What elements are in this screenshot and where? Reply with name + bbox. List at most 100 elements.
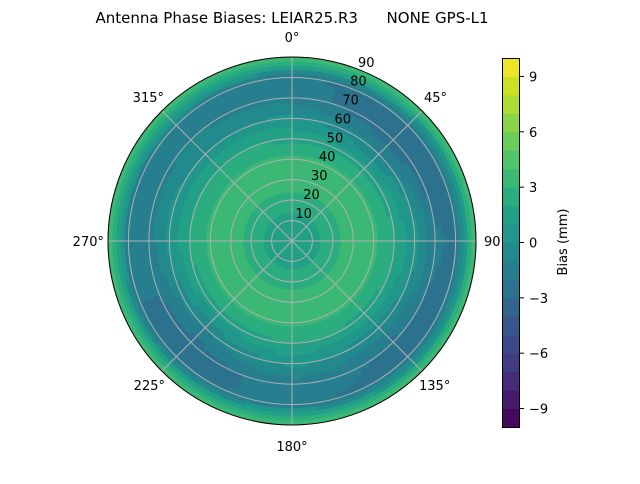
contour-cell bbox=[223, 243, 227, 248]
colorbar-segment bbox=[502, 132, 520, 151]
colorbar-segment bbox=[502, 261, 520, 280]
colorbar-tick-label: 6 bbox=[529, 126, 537, 141]
radial-tick-label: 50 bbox=[327, 131, 344, 146]
contour-cell bbox=[291, 335, 298, 339]
contour-cell bbox=[291, 367, 301, 371]
angle-label-135: 135° bbox=[419, 379, 450, 394]
contour-cell bbox=[281, 388, 292, 393]
contour-cell bbox=[285, 143, 292, 147]
contour-cell bbox=[291, 388, 302, 392]
angle-label-270: 270° bbox=[73, 235, 104, 250]
contour-cell bbox=[282, 376, 292, 380]
contour-cell bbox=[283, 106, 293, 110]
colorbar-segment bbox=[502, 206, 520, 225]
contour-cell bbox=[365, 233, 369, 239]
contour-cell bbox=[292, 147, 299, 151]
colorbar-segment bbox=[502, 243, 520, 262]
contour-cell bbox=[282, 102, 292, 106]
contour-cell bbox=[291, 355, 300, 359]
contour-cell bbox=[280, 69, 293, 73]
contour-cell bbox=[280, 392, 292, 397]
contour-cell bbox=[291, 392, 303, 396]
contour-cell bbox=[285, 147, 292, 151]
colorbar-segment bbox=[502, 169, 520, 188]
contour-cell bbox=[292, 327, 299, 331]
colorbar-tick-label: −6 bbox=[529, 347, 548, 362]
contour-cell bbox=[361, 233, 365, 239]
contour-cell bbox=[284, 347, 292, 351]
contour-cell bbox=[281, 90, 292, 94]
colorbar-segment bbox=[502, 76, 520, 95]
colorbar-tick-label: −9 bbox=[529, 403, 548, 418]
polar-grid bbox=[108, 57, 476, 425]
colorbar-label: Bias (mm) bbox=[556, 209, 571, 276]
contour-cell bbox=[282, 371, 292, 375]
contour-cell bbox=[291, 376, 301, 380]
radial-tick-label: 90 bbox=[358, 56, 375, 71]
contour-cell bbox=[214, 243, 218, 249]
contour-cell bbox=[284, 131, 292, 135]
radial-tick-label: 30 bbox=[311, 169, 328, 184]
contour-cell bbox=[292, 86, 304, 91]
colorbar-tick-label: −3 bbox=[529, 292, 548, 307]
contour-cell bbox=[286, 151, 293, 155]
contour-cell bbox=[280, 65, 293, 70]
colorbar-tick-label: 0 bbox=[529, 237, 537, 252]
colorbar-tick-label: 9 bbox=[529, 70, 537, 85]
colorbar-tick-label: 3 bbox=[529, 181, 537, 196]
radial-tick-label: 60 bbox=[334, 112, 351, 127]
contour-cell bbox=[292, 102, 302, 106]
colorbar-segment bbox=[502, 187, 520, 206]
contour-cell bbox=[281, 86, 293, 90]
contour-cell bbox=[291, 408, 304, 412]
colorbar-segment bbox=[502, 353, 520, 372]
contour-cell bbox=[292, 122, 301, 126]
contour-cell bbox=[283, 355, 292, 359]
colorbar-segment bbox=[502, 372, 520, 391]
contour-cell bbox=[282, 367, 292, 371]
contour-cell bbox=[281, 82, 293, 86]
radial-tick-label: 40 bbox=[319, 150, 336, 165]
contour-cell bbox=[292, 331, 299, 335]
radial-tick-label: 80 bbox=[350, 75, 367, 90]
contour-cell bbox=[291, 416, 304, 421]
colorbar-segment bbox=[502, 335, 520, 354]
contour-cell bbox=[283, 110, 293, 114]
angle-label-0: 0° bbox=[285, 31, 300, 46]
colorbar-segment bbox=[502, 316, 520, 335]
contour-cell bbox=[291, 396, 303, 400]
angle-label-45: 45° bbox=[424, 91, 447, 106]
contour-cell bbox=[291, 351, 300, 355]
contour-cell bbox=[218, 243, 222, 249]
contour-cell bbox=[292, 110, 302, 114]
contour-cell bbox=[291, 347, 299, 351]
contour-cell bbox=[291, 372, 301, 376]
chart-title: Antenna Phase Biases: LEIAR25.R3 NONE GP… bbox=[95, 9, 488, 27]
contour-cell bbox=[292, 90, 303, 95]
colorbar-segment bbox=[502, 113, 520, 132]
radial-tick-label: 10 bbox=[295, 207, 312, 222]
contour-cell bbox=[292, 127, 301, 131]
contour-cell bbox=[292, 143, 299, 147]
radial-tick-label: 70 bbox=[342, 94, 359, 109]
contour-cell bbox=[292, 131, 300, 135]
colorbar-segment bbox=[502, 58, 520, 77]
colorbar-segment bbox=[502, 224, 520, 243]
contour-cell bbox=[357, 234, 361, 239]
angle-label-315: 315° bbox=[133, 91, 164, 106]
contour-cell bbox=[285, 331, 292, 335]
colorbar-segment bbox=[502, 390, 520, 409]
colorbar-segment bbox=[502, 95, 520, 114]
angle-label-225: 225° bbox=[134, 379, 165, 394]
colorbar-segment bbox=[502, 279, 520, 298]
colorbar bbox=[502, 58, 520, 428]
contour-cell bbox=[285, 335, 292, 339]
contour-cell bbox=[291, 412, 304, 417]
contour-cell bbox=[279, 61, 292, 66]
contour-cell bbox=[292, 106, 302, 110]
contour-cell bbox=[283, 351, 292, 355]
angle-label-180: 180° bbox=[276, 440, 307, 455]
contour-cell bbox=[284, 122, 293, 126]
contour-cell bbox=[284, 127, 293, 131]
